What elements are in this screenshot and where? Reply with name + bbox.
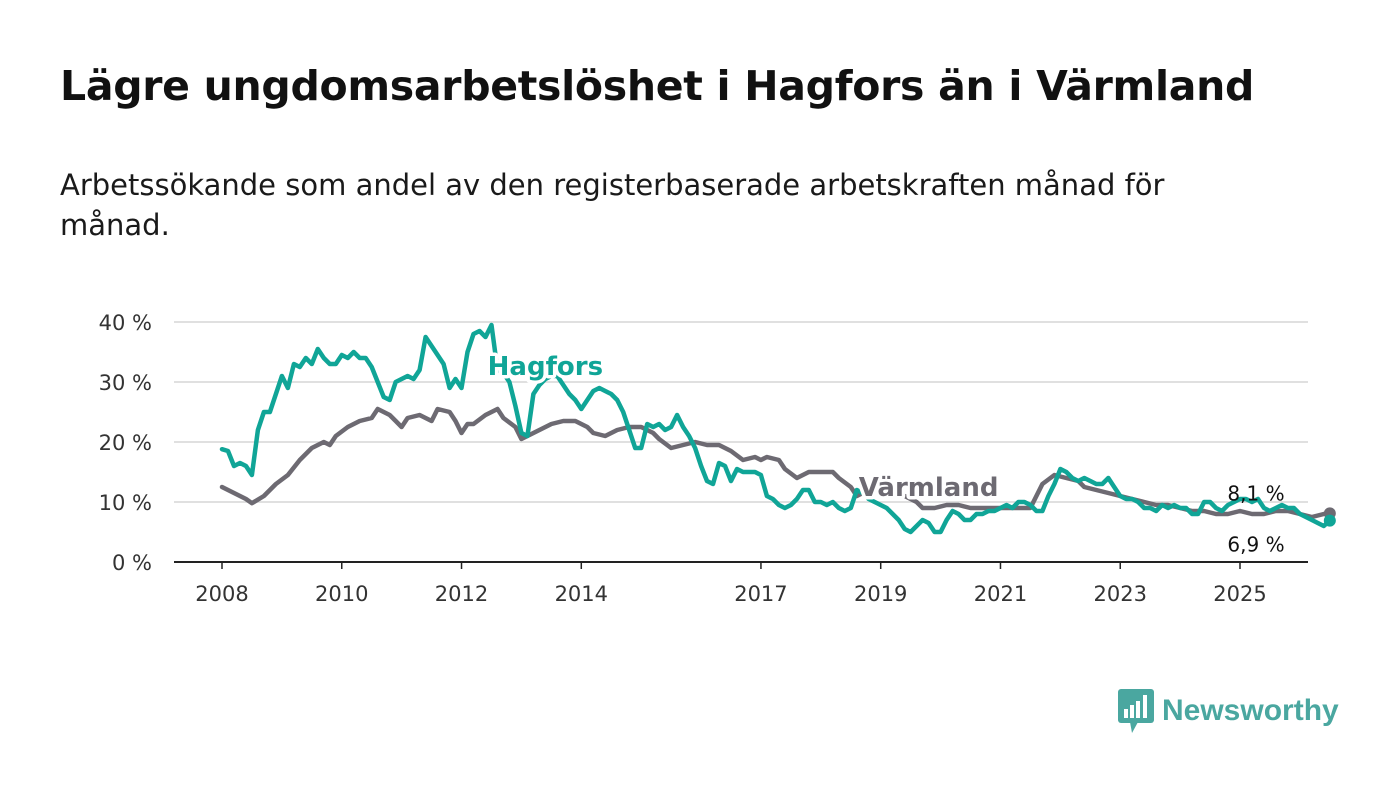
hagfors-end-value-label: 6,9 % <box>1227 533 1284 557</box>
varmland-series-label: Värmland <box>859 473 999 503</box>
x-tick-label: 2021 <box>974 582 1027 606</box>
x-tick-label: 2025 <box>1213 582 1266 606</box>
chart-subtitle: Arbetssökande som andel av den registerb… <box>60 168 1165 242</box>
y-tick-label: 10 % <box>99 491 152 515</box>
x-tick-label: 2008 <box>195 582 248 606</box>
brand-logo: Newsworthy <box>1118 688 1339 734</box>
x-tick-label: 2017 <box>734 582 787 606</box>
x-tick-label: 2014 <box>555 582 608 606</box>
hagfors-line <box>219 322 1333 535</box>
y-tick-label: 20 % <box>99 431 152 455</box>
x-tick-label: 2023 <box>1094 582 1147 606</box>
brand-name: Newsworthy <box>1162 694 1339 727</box>
y-tick-label: 40 % <box>99 311 152 335</box>
y-tick-label: 0 % <box>112 551 152 575</box>
hagfors-end-marker <box>1323 514 1336 527</box>
x-tick-label: 2019 <box>854 582 907 606</box>
chart-title: Lägre ungdomsarbetslöshet i Hagfors än i… <box>60 62 1255 110</box>
x-tick-label: 2012 <box>435 582 488 606</box>
x-tick-label: 2010 <box>315 582 368 606</box>
bar-chart-speech-bubble-icon <box>1118 689 1154 733</box>
hagfors-series-label: Hagfors <box>488 352 603 382</box>
y-tick-label: 30 % <box>99 371 152 395</box>
varmland-end-value-label: 8,1 % <box>1227 481 1284 505</box>
